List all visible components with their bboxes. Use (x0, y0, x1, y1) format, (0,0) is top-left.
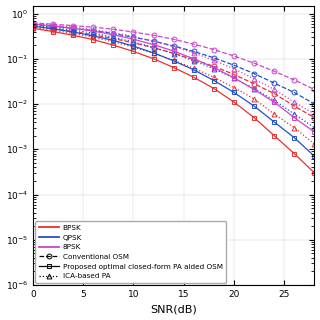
Legend: BPSK, QPSK, 8PSK, Conventional OSM, Proposed optimal closed-form PA aided OSM, I: BPSK, QPSK, 8PSK, Conventional OSM, Prop… (35, 221, 226, 283)
X-axis label: SNR(dB): SNR(dB) (150, 304, 197, 315)
